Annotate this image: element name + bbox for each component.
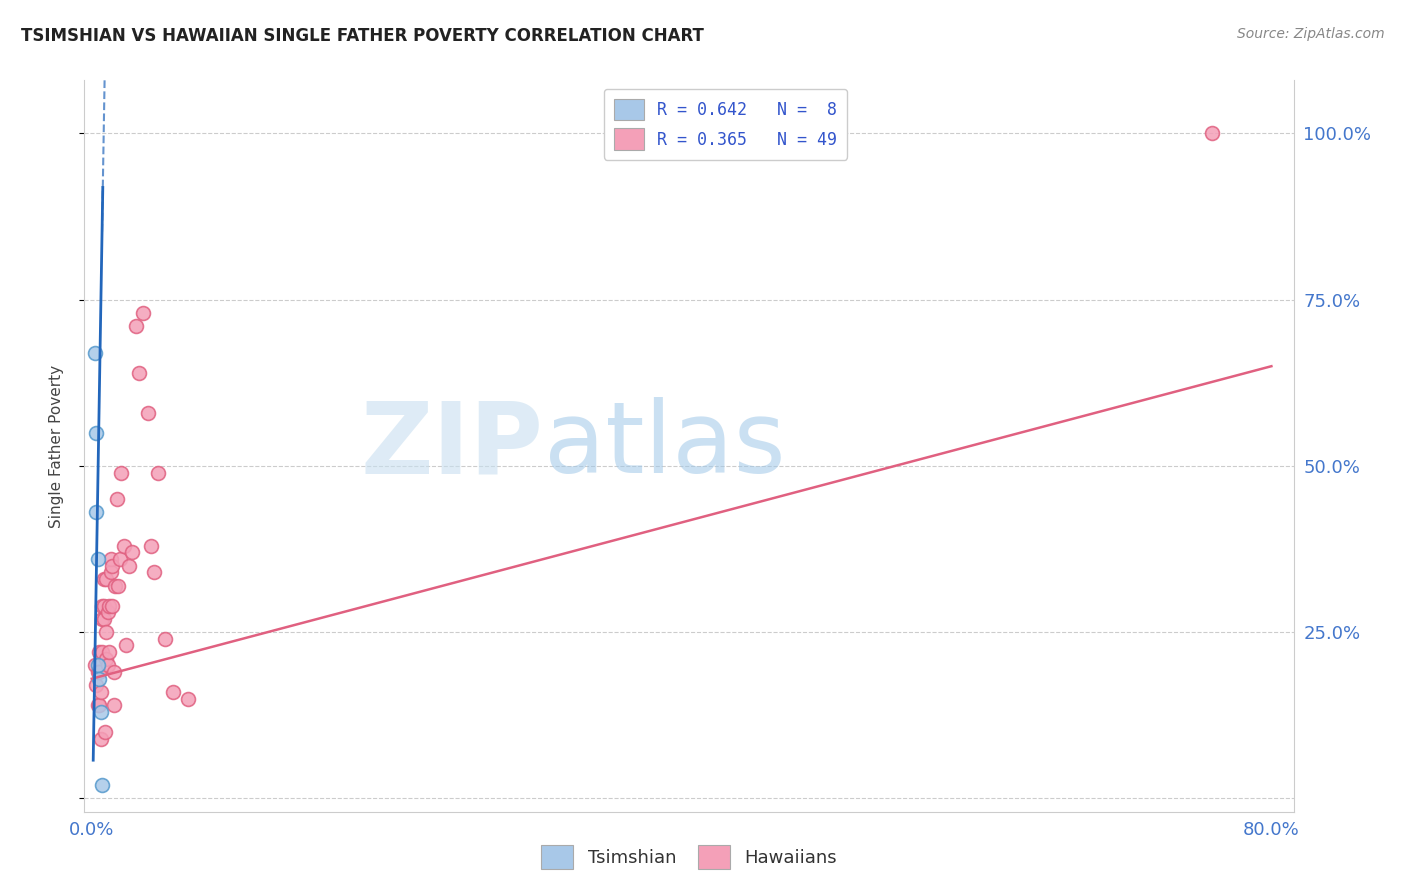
Point <box>93 599 115 613</box>
Point <box>93 612 115 626</box>
Point <box>86 698 108 713</box>
Point <box>105 492 128 507</box>
Point <box>139 539 162 553</box>
Point <box>142 566 165 580</box>
Point <box>101 558 124 573</box>
Point <box>90 685 112 699</box>
Point <box>87 698 110 713</box>
Point <box>1201 127 1223 141</box>
Point <box>93 572 115 586</box>
Text: Source: ZipAtlas.com: Source: ZipAtlas.com <box>1237 27 1385 41</box>
Point <box>96 625 118 640</box>
Point <box>155 632 177 646</box>
Point <box>121 545 143 559</box>
Point <box>87 665 110 679</box>
Point <box>108 552 131 566</box>
Point <box>125 319 148 334</box>
Point <box>162 685 184 699</box>
Point <box>87 645 110 659</box>
Point <box>103 665 125 679</box>
Point <box>100 566 122 580</box>
Point <box>91 645 114 659</box>
Point <box>91 612 114 626</box>
Point <box>98 645 121 659</box>
Point <box>84 506 107 520</box>
Point <box>97 605 120 619</box>
Point <box>91 778 114 792</box>
Point <box>94 725 117 739</box>
Point <box>107 579 129 593</box>
Legend: Tsimshian, Hawaiians: Tsimshian, Hawaiians <box>533 838 845 876</box>
Text: ZIP: ZIP <box>361 398 544 494</box>
Point <box>86 658 108 673</box>
Point <box>110 466 132 480</box>
Point <box>86 665 108 679</box>
Point <box>98 599 121 613</box>
Text: TSIMSHIAN VS HAWAIIAN SINGLE FATHER POVERTY CORRELATION CHART: TSIMSHIAN VS HAWAIIAN SINGLE FATHER POVE… <box>21 27 704 45</box>
Point <box>104 579 127 593</box>
Point <box>87 672 110 686</box>
Point <box>101 599 124 613</box>
Point <box>112 539 135 553</box>
Text: atlas: atlas <box>544 398 786 494</box>
Point <box>97 658 120 673</box>
Point <box>96 652 118 666</box>
Point <box>84 425 107 440</box>
Point <box>114 639 136 653</box>
Point <box>117 558 139 573</box>
Point <box>103 698 125 713</box>
Point <box>86 552 108 566</box>
Point <box>96 572 118 586</box>
Point <box>146 466 169 480</box>
Point <box>132 306 155 320</box>
Y-axis label: Single Father Poverty: Single Father Poverty <box>49 365 63 527</box>
Point <box>83 658 105 673</box>
Point <box>128 366 150 380</box>
Point <box>91 599 114 613</box>
Point <box>100 552 122 566</box>
Point <box>90 705 112 719</box>
Point <box>176 691 198 706</box>
Point <box>90 731 112 746</box>
Point <box>136 406 159 420</box>
Point <box>84 678 107 692</box>
Point <box>83 346 105 360</box>
